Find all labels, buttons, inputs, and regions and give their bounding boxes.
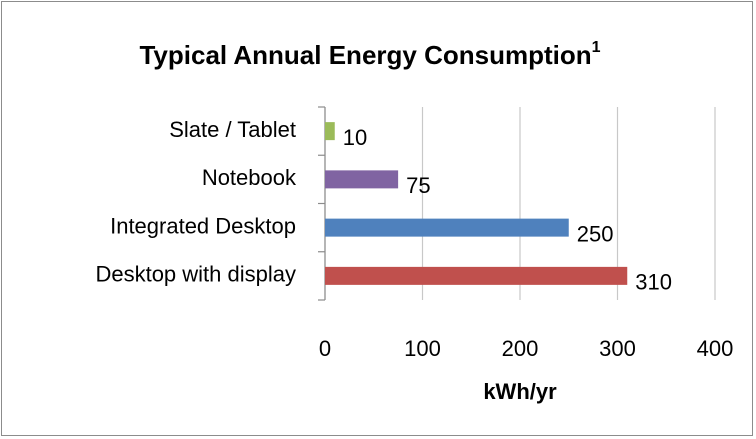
x-tick-label: 200 xyxy=(502,336,539,361)
x-axis-label: kWh/yr xyxy=(483,379,557,404)
bar xyxy=(325,218,569,237)
value-label: 250 xyxy=(577,221,614,246)
x-tick-label: 100 xyxy=(404,336,441,361)
y-tick-label: Slate / Tablet xyxy=(169,117,296,142)
y-tick-label: Notebook xyxy=(202,165,297,190)
x-tick-label: 0 xyxy=(319,336,331,361)
chart-title-group: Typical Annual Energy Consumption1 xyxy=(139,39,600,70)
bar xyxy=(325,170,399,189)
title-superscript: 1 xyxy=(592,39,601,56)
bar xyxy=(325,122,335,141)
chart-title: Typical Annual Energy Consumption xyxy=(139,40,591,70)
value-label: 10 xyxy=(343,125,367,150)
value-label: 75 xyxy=(406,173,430,198)
value-label: 310 xyxy=(635,270,672,295)
y-tick-label: Desktop with display xyxy=(95,262,296,287)
x-tick-label: 300 xyxy=(599,336,636,361)
bar xyxy=(325,266,628,285)
y-tick-label: Integrated Desktop xyxy=(110,213,296,238)
x-tick-label: 400 xyxy=(697,336,734,361)
